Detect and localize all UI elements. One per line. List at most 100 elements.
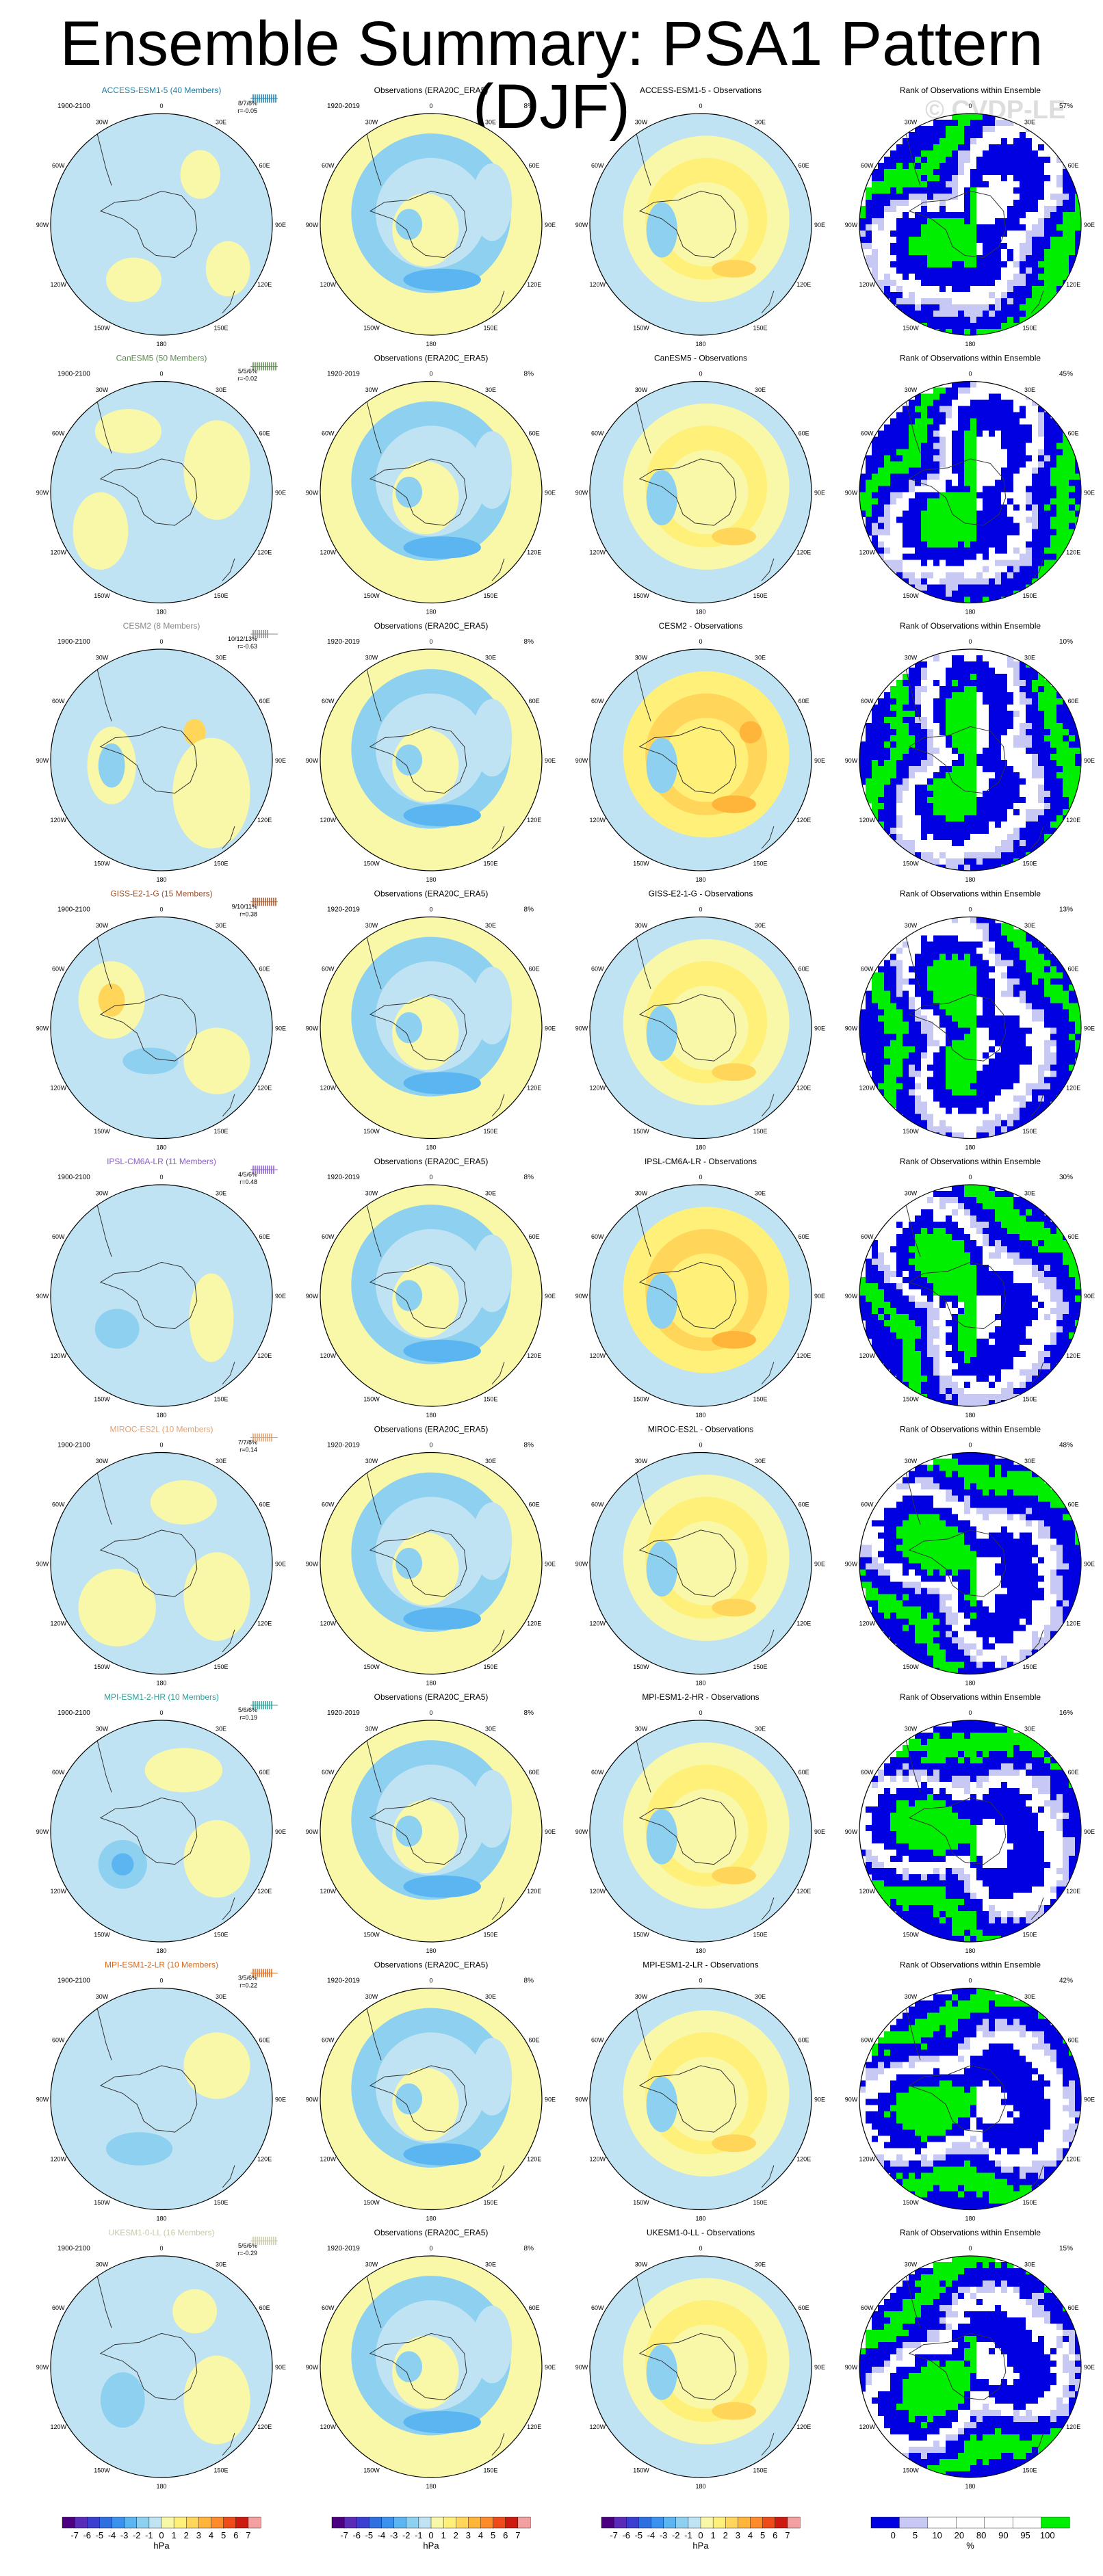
anomaly-contour xyxy=(471,163,512,241)
rank-cell xyxy=(1050,274,1057,280)
longitude-tick-label: 60E xyxy=(799,430,809,437)
rank-cell xyxy=(927,566,934,573)
rank-cell xyxy=(890,1021,897,1028)
rank-cell xyxy=(915,686,922,693)
rank-cell xyxy=(1044,834,1051,841)
rank-cell xyxy=(1026,941,1033,948)
rank-cell xyxy=(933,280,940,287)
rank-cell xyxy=(921,467,928,474)
rank-cell xyxy=(989,997,996,1003)
rank-cell xyxy=(995,791,1002,798)
rank-cell xyxy=(1056,443,1063,449)
rank-cell xyxy=(946,424,952,431)
longitude-tick-label: 30W xyxy=(905,654,918,661)
rank-cell xyxy=(958,1203,965,1210)
rank-cell xyxy=(896,523,903,529)
rank-cell xyxy=(1026,436,1033,443)
rank-cell xyxy=(903,815,909,822)
rank-cell xyxy=(1026,960,1033,967)
rank-cell xyxy=(1038,237,1045,244)
rank-cell xyxy=(872,723,879,730)
rank-cell xyxy=(1050,150,1057,157)
rank-cell xyxy=(1007,711,1014,718)
map-border xyxy=(320,648,543,871)
rank-cell xyxy=(939,461,946,468)
rank-cell xyxy=(927,1114,934,1120)
rank-cell xyxy=(958,138,965,145)
rank-cell xyxy=(970,399,977,406)
rank-cell xyxy=(952,1083,959,1090)
rank-cell xyxy=(1007,584,1014,591)
rank-cell xyxy=(1001,473,1008,480)
rank-cell xyxy=(1001,1021,1008,1028)
rank-cell xyxy=(946,479,952,486)
rank-cell xyxy=(1050,1070,1057,1077)
rank-cell xyxy=(1063,535,1069,542)
rank-cell xyxy=(995,243,1002,250)
rank-cell xyxy=(976,510,983,517)
rank-cell xyxy=(933,1052,940,1059)
rank-cell xyxy=(903,1077,909,1083)
rank-cell xyxy=(866,455,872,462)
rank-cell xyxy=(859,212,866,219)
rank-cell xyxy=(1026,212,1033,219)
rank-cell xyxy=(946,449,952,456)
rank-cell xyxy=(878,1027,885,1034)
rank-cell xyxy=(952,467,959,474)
rank-cell xyxy=(896,954,903,960)
rank-cell xyxy=(890,778,897,785)
rank-cell xyxy=(1020,935,1026,942)
rank-cell xyxy=(933,467,940,474)
rank-cell xyxy=(1038,674,1045,681)
rank-cell xyxy=(1026,566,1033,573)
rank-cell xyxy=(909,809,916,816)
rank-cell xyxy=(989,218,996,225)
anomaly-contour xyxy=(712,795,756,813)
rank-cell xyxy=(964,237,971,244)
rank-cell xyxy=(921,1052,928,1059)
rank-cell xyxy=(890,1052,897,1059)
rank-cell xyxy=(921,292,928,299)
rank-panel: Rank of Observations within Ensemble45%0… xyxy=(845,354,1095,616)
rank-cell xyxy=(933,1114,940,1120)
rank-cell xyxy=(983,218,989,225)
longitude-tick-label: 0 xyxy=(699,103,702,109)
rank-cell xyxy=(884,449,891,456)
rank-cell xyxy=(1069,1240,1076,1247)
rank-cell xyxy=(1038,1209,1045,1216)
rank-cell xyxy=(903,803,909,810)
rank-cell xyxy=(995,735,1002,742)
rank-cell xyxy=(1063,1240,1069,1247)
rank-cell xyxy=(964,1126,971,1133)
rank-cell xyxy=(964,249,971,256)
rank-cell xyxy=(970,560,977,566)
rank-cell xyxy=(896,541,903,548)
rank-cell xyxy=(933,852,940,859)
rank-cell xyxy=(952,535,959,542)
rank-cell xyxy=(983,584,989,591)
rank-cell xyxy=(915,997,922,1003)
rank-cell xyxy=(970,809,977,816)
rank-cell xyxy=(896,298,903,305)
rank-cell xyxy=(970,286,977,293)
rank-cell xyxy=(921,393,928,400)
rank-cell xyxy=(1013,1009,1020,1016)
rank-cell xyxy=(1056,978,1063,985)
rank-cell xyxy=(915,492,922,499)
rank-cell xyxy=(970,917,977,923)
rank-cell xyxy=(989,954,996,960)
rank-cell xyxy=(958,1185,965,1192)
rank-cell xyxy=(1063,455,1069,462)
rank-cell xyxy=(1032,840,1039,847)
rank-cell xyxy=(1001,772,1008,779)
rank-cell xyxy=(1020,741,1026,748)
rank-cell xyxy=(1020,479,1026,486)
rank-cell xyxy=(1056,486,1063,492)
rank-cell xyxy=(1013,1021,1020,1028)
rank-cell xyxy=(1001,274,1008,280)
rank-cell xyxy=(866,723,872,730)
rank-cell xyxy=(1075,224,1081,231)
rank-cell xyxy=(927,1046,934,1053)
longitude-tick-label: 120W xyxy=(320,1352,337,1359)
rank-cell xyxy=(1038,292,1045,299)
